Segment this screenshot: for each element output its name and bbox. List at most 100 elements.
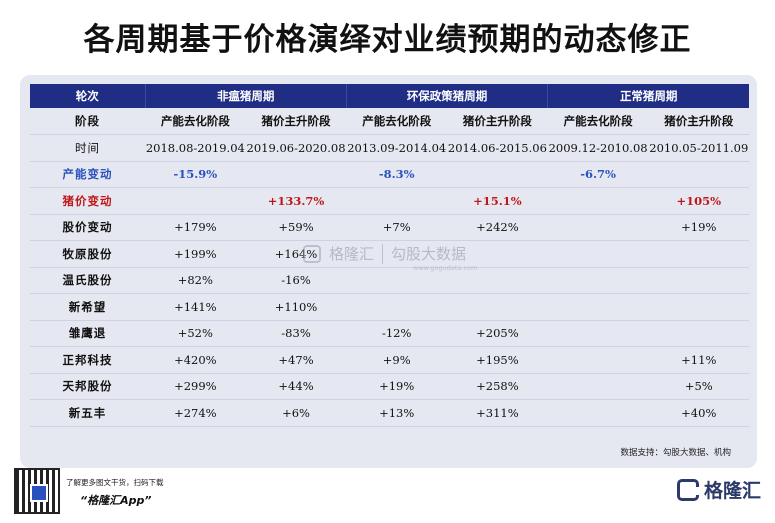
footer: 了解更多图文干货，扫码下载 “格隆汇App” 格隆汇 xyxy=(0,462,775,523)
table-cell xyxy=(648,320,750,347)
table-cell: -15.9% xyxy=(145,161,246,188)
table-cell: +141% xyxy=(145,293,246,321)
row-label: 时间 xyxy=(30,134,145,162)
row-label: 产能变动 xyxy=(30,161,145,188)
table-cell: +13% xyxy=(346,399,448,427)
table-cell: +5% xyxy=(648,373,750,400)
table-cell: +110% xyxy=(245,293,347,321)
table-cell xyxy=(447,267,548,294)
table-cell xyxy=(648,293,750,321)
table-cell xyxy=(447,240,548,268)
table-cell: +7% xyxy=(346,214,448,241)
table-cell xyxy=(547,240,649,268)
table-cell: 产能去化阶段 xyxy=(145,108,246,135)
table-cell: 2009.12-2010.08 xyxy=(547,134,649,162)
row-label: 温氏股份 xyxy=(30,267,145,294)
table-cell: +52% xyxy=(145,320,246,347)
table-row: 股价变动 +179% +59% +7% +242% +19% xyxy=(30,214,750,241)
row-label: 牧原股份 xyxy=(30,240,145,268)
table-cell: -6.7% xyxy=(547,161,649,188)
table-cell: +205% xyxy=(447,320,548,347)
table-cell xyxy=(447,293,548,321)
table-cell: 猪价主升阶段 xyxy=(447,108,548,135)
row-label: 股价变动 xyxy=(30,214,145,241)
table-row: 天邦股份 +299% +44% +19% +258% +5% xyxy=(30,373,750,400)
capacity-row: 产能变动 -15.9% -8.3% -6.7% xyxy=(30,161,750,188)
table-cell xyxy=(346,240,448,268)
row-label: 正邦科技 xyxy=(30,346,145,374)
table-cell: +15.1% xyxy=(447,187,548,215)
table-cell: +274% xyxy=(145,399,246,427)
stage-row: 阶段 产能去化阶段 猪价主升阶段 产能去化阶段 猪价主升阶段 产能去化阶段 猪价… xyxy=(30,108,750,135)
table-cell: -12% xyxy=(346,320,448,347)
table-cell: -8.3% xyxy=(346,161,448,188)
table-cell xyxy=(648,240,750,268)
table-cell: 2019.06-2020.08 xyxy=(245,134,347,162)
table-cell xyxy=(547,293,649,321)
table-cell: 猪价主升阶段 xyxy=(648,108,750,135)
table-cell: 产能去化阶段 xyxy=(346,108,448,135)
table-cell: 2018.08-2019.04 xyxy=(145,134,246,162)
table-cell: 2010.05-2011.09 xyxy=(648,134,750,162)
table-cell: +105% xyxy=(648,187,750,215)
app-name: “格隆汇App” xyxy=(80,494,152,507)
header-row: 轮次 非瘟猪周期 环保政策猪周期 正常猪周期 xyxy=(30,84,750,108)
table-cell: +47% xyxy=(245,346,347,374)
row-label: 天邦股份 xyxy=(30,373,145,400)
brand-g-icon xyxy=(676,478,699,501)
table-cell xyxy=(547,373,649,400)
table-cell: -83% xyxy=(245,320,347,347)
table-cell: +195% xyxy=(447,346,548,374)
table-cell xyxy=(547,320,649,347)
table-cell: +59% xyxy=(245,214,347,241)
table-cell: 猪价主升阶段 xyxy=(245,108,347,135)
table-cell: -16% xyxy=(245,267,347,294)
header-cycle-normal: 正常猪周期 xyxy=(547,84,750,108)
table-cell xyxy=(346,267,448,294)
table-row: 正邦科技 +420% +47% +9% +195% +11% xyxy=(30,346,750,374)
table-row: 温氏股份 +82% -16% xyxy=(30,267,750,294)
table-cell: +299% xyxy=(145,373,246,400)
promo-text: 了解更多图文干货，扫码下载 xyxy=(66,478,164,487)
table-cell xyxy=(648,161,750,188)
table-cell xyxy=(547,214,649,241)
header-cycle-asf: 非瘟猪周期 xyxy=(145,84,347,108)
table-cell: +6% xyxy=(245,399,347,427)
table-row: 雏鹰退 +52% -83% -12% +205% xyxy=(30,320,750,347)
brand-logo: 格隆汇 xyxy=(676,476,761,503)
table-cell: +179% xyxy=(145,214,246,241)
table-cell: 2013.09-2014.04 xyxy=(346,134,448,162)
table-cell: +9% xyxy=(346,346,448,374)
table-cell: +242% xyxy=(447,214,548,241)
table-cell: +19% xyxy=(648,214,750,241)
price-row: 猪价变动 +133.7% +15.1% +105% xyxy=(30,187,750,215)
table-cell xyxy=(145,187,246,215)
table-cell xyxy=(346,187,448,215)
table-cell: +164% xyxy=(245,240,347,268)
table-cell: +44% xyxy=(245,373,347,400)
row-label: 新希望 xyxy=(30,293,145,321)
table-cell: +19% xyxy=(346,373,448,400)
table-row: 新五丰 +274% +6% +13% +311% +40% xyxy=(30,399,750,427)
data-source-note: 数据支持：勾股大数据、机构 xyxy=(620,448,731,458)
table-cell: +133.7% xyxy=(245,187,347,215)
table-cell: +258% xyxy=(447,373,548,400)
table-row: 牧原股份 +199% +164% xyxy=(30,240,750,268)
table-cell xyxy=(346,293,448,321)
table-cell xyxy=(245,161,347,188)
qr-code-icon[interactable] xyxy=(14,468,60,514)
table-cell: +11% xyxy=(648,346,750,374)
cycle-table: 轮次 非瘟猪周期 环保政策猪周期 正常猪周期 阶段 产能去化阶段 猪价主升阶段 … xyxy=(30,84,750,427)
table-cell xyxy=(547,187,649,215)
header-cycle-env: 环保政策猪周期 xyxy=(346,84,549,108)
table-cell xyxy=(648,267,750,294)
row-label: 阶段 xyxy=(30,108,145,135)
table-cell: +420% xyxy=(145,346,246,374)
time-row: 时间 2018.08-2019.04 2019.06-2020.08 2013.… xyxy=(30,134,750,162)
row-label: 猪价变动 xyxy=(30,187,145,215)
table-cell xyxy=(447,161,548,188)
page-title: 各周期基于价格演绎对业绩预期的动态修正 xyxy=(83,22,692,58)
table-cell xyxy=(547,346,649,374)
table-cell: 2014.06-2015.06 xyxy=(447,134,548,162)
row-label: 新五丰 xyxy=(30,399,145,427)
